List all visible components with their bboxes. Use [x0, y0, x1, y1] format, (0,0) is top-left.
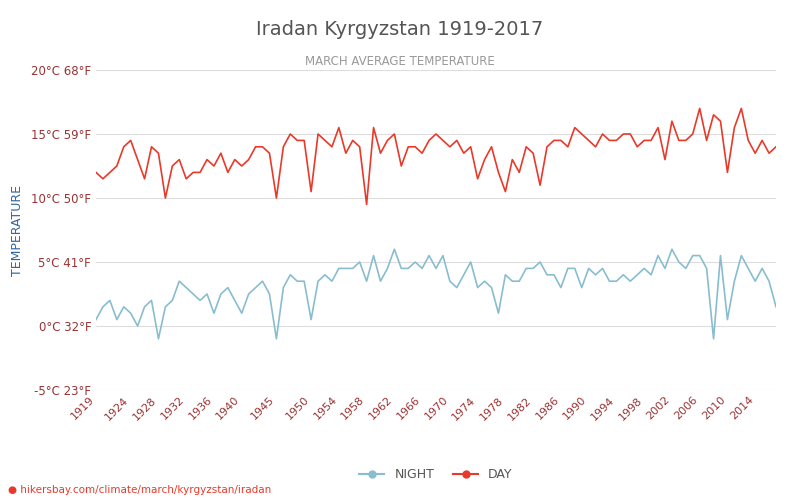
Legend: NIGHT, DAY: NIGHT, DAY — [354, 463, 518, 486]
Text: Iradan Kyrgyzstan 1919-2017: Iradan Kyrgyzstan 1919-2017 — [256, 20, 544, 39]
Text: MARCH AVERAGE TEMPERATURE: MARCH AVERAGE TEMPERATURE — [305, 55, 495, 68]
Y-axis label: TEMPERATURE: TEMPERATURE — [11, 184, 24, 276]
Text: ● hikersbay.com/climate/march/kyrgyzstan/iradan: ● hikersbay.com/climate/march/kyrgyzstan… — [8, 485, 271, 495]
